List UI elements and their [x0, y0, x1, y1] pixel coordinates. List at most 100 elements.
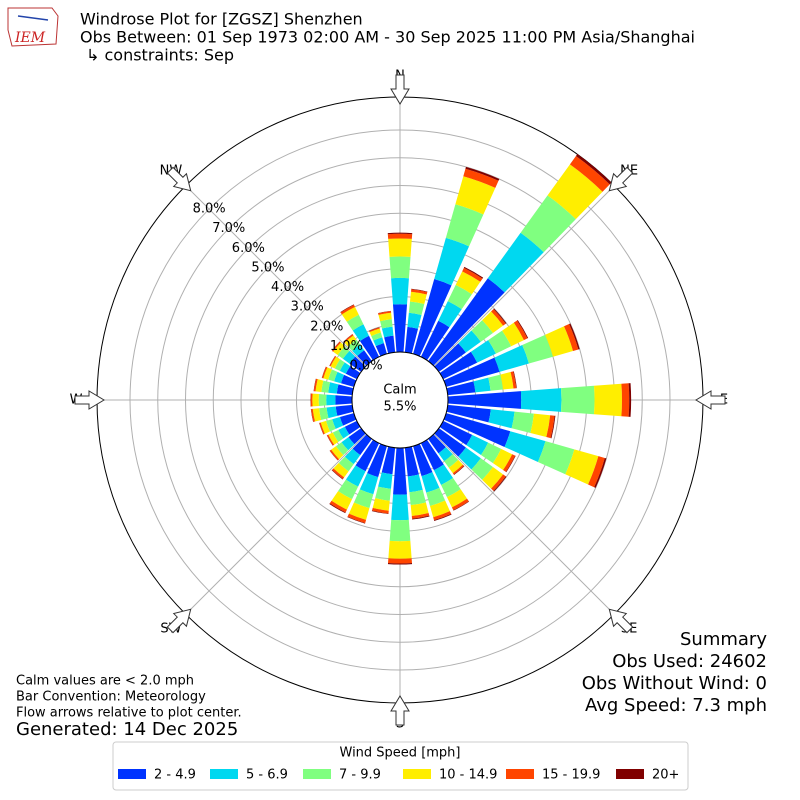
legend: Wind Speed [mph] 2 - 4.9 5 - 6.9 7 - 9.9 10… — [112, 741, 689, 791]
bar-segment — [349, 356, 366, 372]
bar-segment — [421, 472, 440, 493]
bar-segment — [411, 288, 428, 293]
summary-line: Summary — [680, 629, 767, 650]
bar-segment — [420, 439, 444, 471]
bar-segment — [333, 342, 345, 356]
bar-segment — [310, 409, 314, 422]
flow-arrow — [390, 695, 410, 726]
bar-segment — [410, 291, 427, 304]
bar-segment — [338, 456, 354, 472]
logo: IEM — [7, 7, 59, 47]
bar-segment — [408, 301, 425, 315]
legend-box — [112, 741, 689, 791]
legend-label: 2 - 4.9 — [154, 768, 196, 783]
bar-segment — [493, 308, 507, 324]
legend-title: Wind Speed [mph] — [340, 746, 461, 761]
flow-arrow-shape — [166, 166, 192, 192]
bar-segment — [487, 232, 544, 293]
bar-segment — [331, 469, 344, 480]
bar-segment — [326, 394, 336, 406]
bar-segment — [388, 540, 412, 559]
bar-segment — [407, 312, 422, 329]
bar-segment — [371, 332, 383, 341]
bar-segment — [505, 455, 516, 473]
bar-segment — [335, 395, 353, 405]
bar-segment — [345, 366, 361, 380]
legend-swatch — [303, 769, 331, 779]
bar-segment — [413, 279, 452, 357]
bar-segment — [575, 154, 612, 185]
bar-segment — [359, 335, 380, 361]
bar-segment — [545, 326, 574, 357]
flow-arrow — [695, 390, 726, 410]
bar-segment — [439, 351, 478, 380]
bar-segment — [404, 446, 419, 477]
bar-segment — [537, 441, 575, 475]
summary-line: Obs Used: 24602 — [612, 651, 767, 672]
bar-segment — [329, 449, 340, 461]
bar-segment — [378, 312, 392, 322]
bar-segment — [375, 343, 387, 357]
bar-segment — [428, 278, 505, 366]
bar-segment — [482, 311, 504, 333]
flow-arrow-shape — [390, 74, 410, 105]
bar-segment — [328, 432, 339, 445]
flow-arrow-shape — [74, 390, 105, 410]
bar-segment — [392, 304, 408, 353]
bar-segment — [433, 464, 454, 485]
bar-segment — [335, 442, 349, 456]
bar-segment — [327, 434, 335, 446]
legend-label: 20+ — [652, 768, 679, 783]
legend-swatch — [118, 769, 146, 779]
bar-segment — [344, 420, 361, 435]
grid — [97, 97, 703, 703]
bar-segment — [384, 335, 396, 354]
bar-segment — [326, 435, 333, 446]
bar-segment — [373, 337, 384, 347]
bar-segment — [380, 319, 393, 329]
bar-segment — [381, 446, 396, 475]
bar-segment — [452, 464, 465, 475]
bar-segment — [328, 369, 338, 382]
flow-arrow — [390, 74, 410, 105]
bar-segment — [520, 388, 562, 412]
bar-segment — [319, 422, 325, 435]
bar-segment — [466, 434, 489, 456]
bar-segment — [339, 362, 351, 374]
flow-arrow-shape — [695, 390, 726, 410]
calm-label: Calm — [383, 383, 416, 398]
note: Calm values are < 2.0 mph — [16, 674, 194, 689]
bar-segment — [338, 426, 350, 439]
note: Bar Convention: Meteorology — [16, 690, 206, 705]
bar-segment — [348, 428, 366, 445]
legend-label: 7 - 9.9 — [339, 768, 381, 783]
grid-spoke — [433, 433, 615, 615]
generated: Generated: 14 Dec 2025 — [16, 719, 238, 740]
bar-segment — [331, 446, 344, 460]
legend-swatch — [616, 769, 644, 779]
bar-segment — [329, 450, 338, 461]
bar-segment — [451, 498, 469, 511]
bar-segment — [329, 356, 337, 367]
calm-circle — [351, 351, 449, 449]
bar-segment — [453, 465, 465, 475]
bar-segment — [443, 413, 511, 447]
bar-segment — [331, 341, 340, 351]
bar-segment — [488, 330, 512, 354]
bar-segment — [455, 176, 496, 215]
bar-segment — [336, 384, 354, 396]
bar-segment — [378, 311, 392, 315]
bar-segment — [368, 327, 380, 332]
bar-segment — [565, 449, 599, 485]
bar-segment — [446, 381, 476, 396]
ring-label: 0.0% — [350, 359, 383, 374]
bar-segment — [389, 519, 411, 542]
legend-label: 5 - 6.9 — [246, 768, 288, 783]
bar-segment — [411, 512, 430, 519]
bar-segment — [473, 377, 491, 393]
bar-segment — [444, 454, 459, 468]
bar-segment — [441, 478, 461, 498]
bar-segment — [429, 500, 450, 518]
bar-segment — [347, 513, 367, 524]
